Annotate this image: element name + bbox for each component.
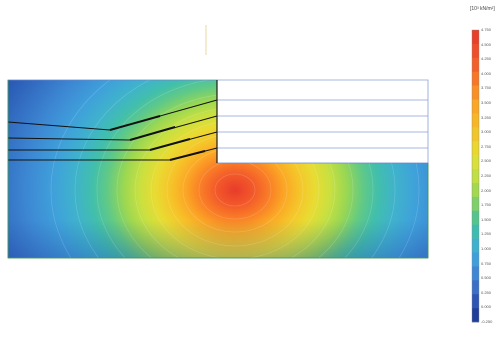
legend-swatch bbox=[472, 58, 479, 72]
legend-swatch bbox=[472, 100, 479, 114]
legend-swatch bbox=[472, 169, 479, 183]
legend-swatch bbox=[472, 155, 479, 169]
legend-tick-label: 0.500 bbox=[481, 276, 491, 280]
legend-tick-label: 1.000 bbox=[481, 247, 491, 251]
legend-tick-label: 1.250 bbox=[481, 232, 491, 236]
excavation-zone bbox=[217, 80, 428, 163]
legend-unit-label: [10³ kN/m²] bbox=[470, 6, 495, 12]
legend-swatch bbox=[472, 183, 479, 197]
legend-tick-label: 1.500 bbox=[481, 218, 491, 222]
legend-tick-label: 2.500 bbox=[481, 159, 491, 163]
legend-swatch bbox=[472, 72, 479, 86]
legend-swatch bbox=[472, 197, 479, 211]
legend-swatch bbox=[472, 113, 479, 127]
legend-colorbar bbox=[472, 30, 479, 322]
legend-tick-label: 3.250 bbox=[481, 116, 491, 120]
legend-swatch bbox=[472, 308, 479, 322]
legend-swatch bbox=[472, 239, 479, 253]
legend-swatch bbox=[472, 44, 479, 58]
legend-tick-label: 4.250 bbox=[481, 57, 491, 61]
legend-swatch bbox=[472, 86, 479, 100]
legend-tick-label: 1.750 bbox=[481, 203, 491, 207]
legend-swatch bbox=[472, 127, 479, 141]
legend-tick-label: 0.750 bbox=[481, 262, 491, 266]
legend-swatch bbox=[472, 225, 479, 239]
legend-tick-label: 4.750 bbox=[481, 28, 491, 32]
legend-swatch bbox=[472, 141, 479, 155]
legend-swatch bbox=[472, 294, 479, 308]
legend-tick-label: 3.750 bbox=[481, 86, 491, 90]
legend-tick-label: 0.000 bbox=[481, 305, 491, 309]
legend-swatch bbox=[472, 280, 479, 294]
legend-tick-label: 2.750 bbox=[481, 145, 491, 149]
legend-tick-label: -0.250 bbox=[481, 320, 492, 324]
legend-tick-label: 3.000 bbox=[481, 130, 491, 134]
legend-tick-label: 3.500 bbox=[481, 101, 491, 105]
legend-swatch bbox=[472, 211, 479, 225]
legend-swatch bbox=[472, 266, 479, 280]
legend-tick-label: 4.000 bbox=[481, 72, 491, 76]
legend-tick-label: 2.000 bbox=[481, 189, 491, 193]
legend-swatch bbox=[472, 252, 479, 266]
legend-tick-label: 4.500 bbox=[481, 43, 491, 47]
legend-tick-label: 0.250 bbox=[481, 291, 491, 295]
legend-swatch bbox=[472, 30, 479, 44]
legend-tick-label: 2.250 bbox=[481, 174, 491, 178]
